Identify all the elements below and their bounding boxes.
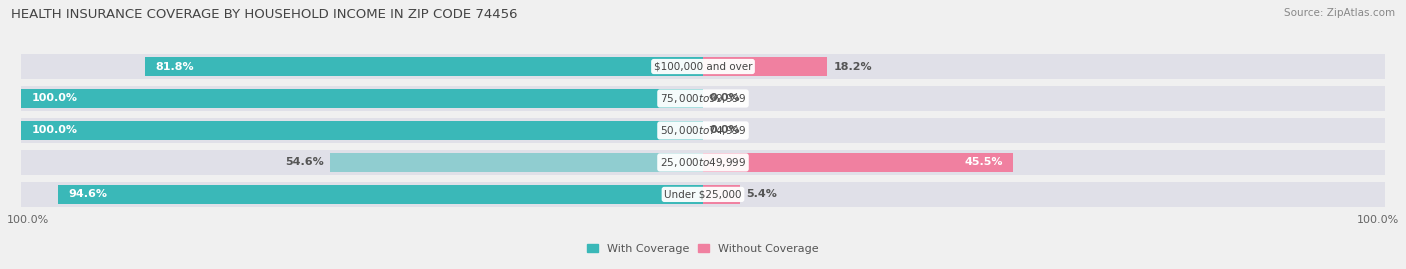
Bar [21,89,703,108]
Bar [330,153,703,172]
Bar [21,182,1385,207]
Text: 100.0%: 100.0% [7,215,49,225]
Legend: With Coverage, Without Coverage: With Coverage, Without Coverage [583,240,823,257]
Bar [703,185,740,204]
Bar [703,153,1014,172]
Text: 5.4%: 5.4% [747,189,778,199]
Bar [21,86,1385,111]
Text: 45.5%: 45.5% [965,157,1002,167]
Bar [58,185,703,204]
Text: Under $25,000: Under $25,000 [664,189,742,199]
Bar [145,56,703,76]
Text: 100.0%: 100.0% [1357,215,1399,225]
Text: 81.8%: 81.8% [156,62,194,72]
Text: Source: ZipAtlas.com: Source: ZipAtlas.com [1284,8,1395,18]
Text: 0.0%: 0.0% [710,94,741,104]
Bar [21,121,703,140]
Text: 18.2%: 18.2% [834,62,873,72]
Text: $75,000 to $99,999: $75,000 to $99,999 [659,92,747,105]
Bar [21,150,1385,175]
Text: $50,000 to $74,999: $50,000 to $74,999 [659,124,747,137]
Text: 0.0%: 0.0% [710,125,741,136]
Bar [703,56,827,76]
Text: HEALTH INSURANCE COVERAGE BY HOUSEHOLD INCOME IN ZIP CODE 74456: HEALTH INSURANCE COVERAGE BY HOUSEHOLD I… [11,8,517,21]
Bar [21,118,1385,143]
Text: $25,000 to $49,999: $25,000 to $49,999 [659,156,747,169]
Text: 100.0%: 100.0% [31,94,77,104]
Text: $100,000 and over: $100,000 and over [654,62,752,72]
Text: 94.6%: 94.6% [69,189,107,199]
Text: 100.0%: 100.0% [31,125,77,136]
Bar [21,54,1385,79]
Text: 54.6%: 54.6% [285,157,323,167]
